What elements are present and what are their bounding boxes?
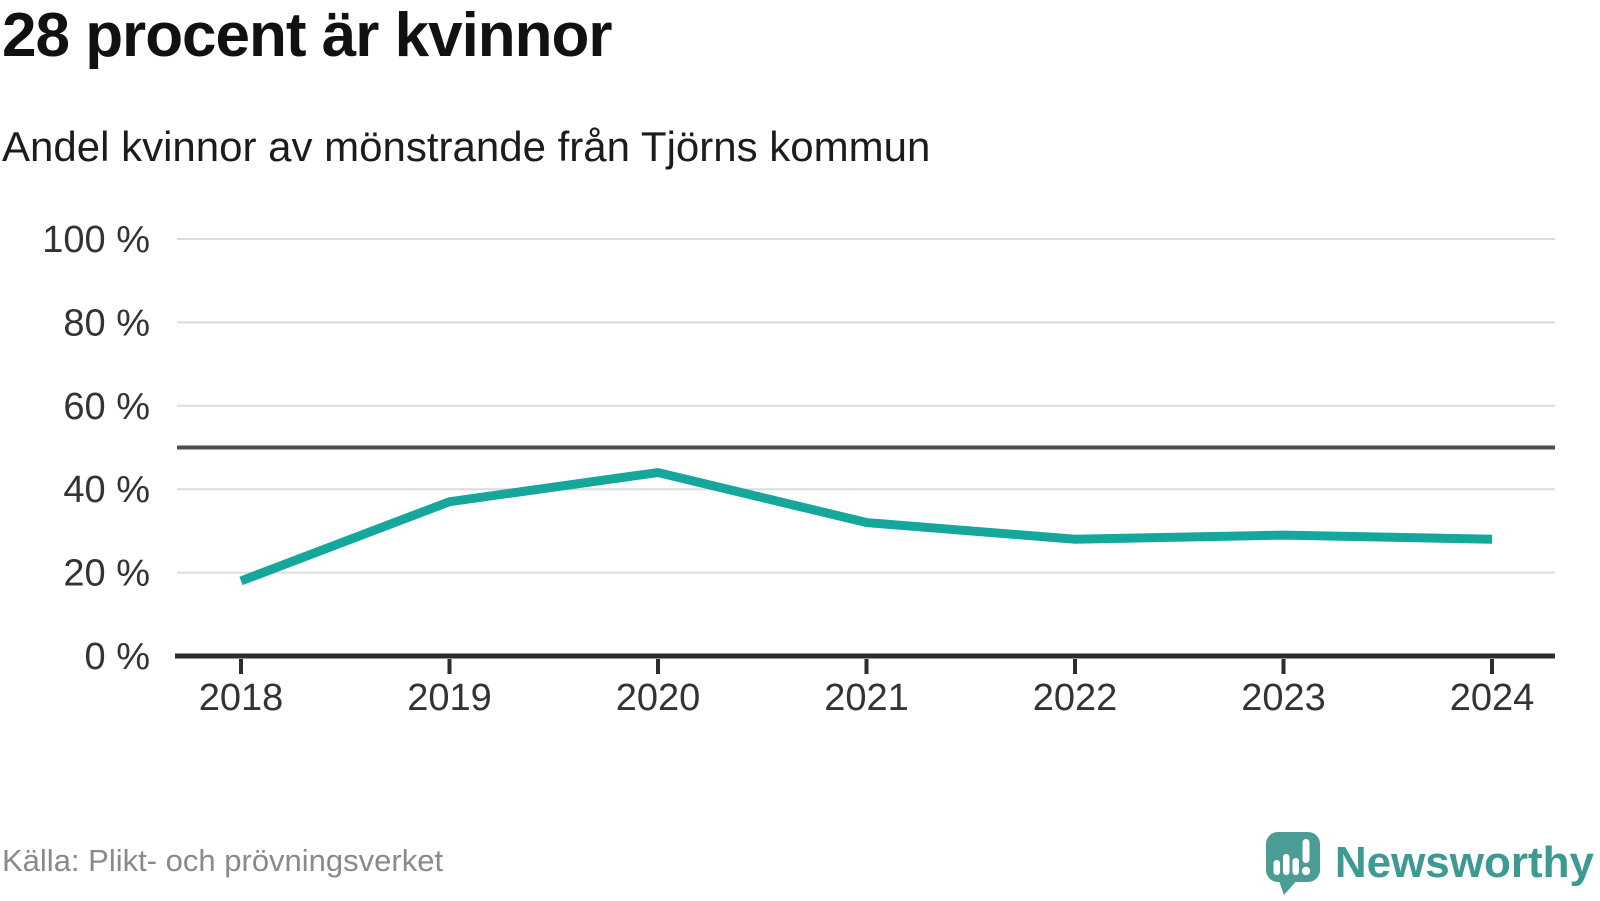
x-tick-label: 2020: [616, 677, 701, 719]
logo-bubble: [1265, 832, 1320, 882]
x-tick-label: 2018: [199, 677, 284, 719]
x-tick-label: 2024: [1450, 677, 1535, 719]
y-tick-label: 40 %: [63, 469, 150, 511]
brand-name: Newsworthy: [1334, 837, 1594, 887]
line-chart: 2018 2019 2020 2021 2022 2023 2024 0 % 20 % 40 % 6…: [42, 219, 1555, 719]
x-tick-label: 2021: [824, 677, 909, 719]
logo-bar-3: [1292, 858, 1299, 875]
logo-exclamation-dot: [1301, 866, 1311, 876]
y-tick-label: 60 %: [63, 386, 150, 428]
logo-bar-2: [1282, 854, 1290, 875]
logo-bubble-tail: [1277, 878, 1299, 895]
x-tick-label: 2019: [407, 677, 492, 719]
chart-subtitle: Andel kvinnor av mönstrande från Tjörns …: [2, 123, 931, 170]
source-note: Källa: Plikt- och prövningsverket: [2, 843, 444, 878]
y-tick-label: 80 %: [63, 302, 150, 344]
logo-bar-1: [1273, 860, 1280, 875]
x-tick-label: 2022: [1033, 677, 1118, 719]
x-tick-label: 2023: [1241, 677, 1326, 719]
y-tick-label: 20 %: [63, 553, 150, 595]
page-title: 28 procent är kvinnor: [2, 1, 613, 70]
brand-footer: Newsworthy: [1264, 830, 1594, 901]
y-tick-label: 0 %: [85, 636, 150, 678]
newsworthy-logo-icon: [1264, 830, 1322, 901]
data-line: [239, 467, 1493, 586]
logo-exclamation-bar: [1302, 839, 1310, 863]
y-tick-label: 100 %: [42, 219, 150, 261]
